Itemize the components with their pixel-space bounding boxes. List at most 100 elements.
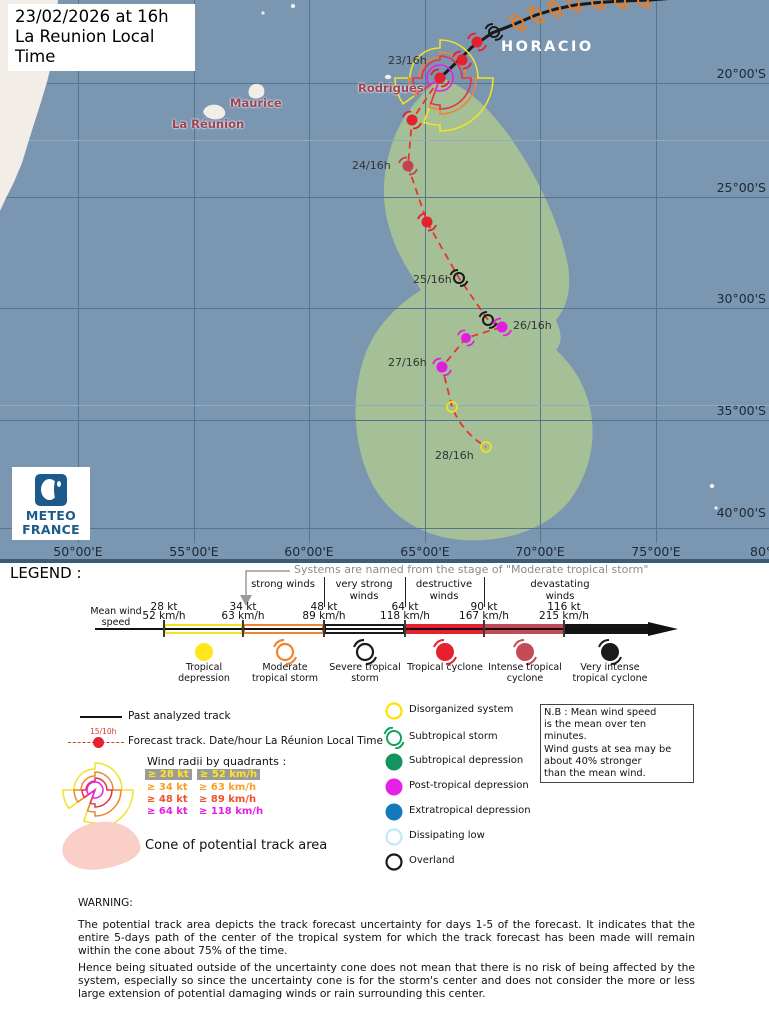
- threshold-kmh: 167 km/h: [459, 610, 509, 622]
- la-reunion-island: [203, 104, 226, 120]
- warning-paragraph: Hence being situated outside of the unce…: [78, 961, 695, 1000]
- scale-tick: [563, 620, 565, 637]
- wind-radii-kt: ≥ 48 kt: [147, 794, 188, 805]
- wind-category-label: very strong winds: [335, 579, 393, 602]
- map-bottom-border: [0, 559, 769, 563]
- dissipating-low-icon: [385, 828, 403, 846]
- lon-tick-label: 60°00'E: [284, 544, 334, 559]
- wind-category-label: devastating winds: [530, 579, 590, 602]
- lat-tick-label: 25°00'S: [716, 180, 766, 195]
- forecast-sample-date: 15/10h: [90, 727, 117, 736]
- lon-tick-label: 75°00'E: [631, 544, 681, 559]
- scale-tick: [483, 620, 485, 637]
- overland-icon: [385, 853, 403, 871]
- track-date-label: 28/16h: [435, 449, 474, 462]
- scale-tick: [242, 620, 244, 637]
- stage-label: Tropical cyclone: [407, 662, 483, 673]
- stage-label: Tropical depression: [178, 662, 230, 685]
- rodrigues-island: [384, 74, 392, 80]
- symbol-label: Subtropical depression: [409, 755, 524, 766]
- disorganized-system-icon: [385, 702, 403, 720]
- track-date-label: 23/16h: [388, 54, 427, 67]
- track-date-label: 27/16h: [388, 356, 427, 369]
- maurice-island: [248, 83, 265, 99]
- lat-tick-label: 35°00'S: [716, 403, 766, 418]
- tropical-cyclone-icon: [433, 639, 457, 665]
- nb-line: about 40% stronger: [544, 755, 642, 767]
- island-label-maurice: Maurice: [230, 96, 282, 110]
- threshold-kmh: 215 km/h: [539, 610, 589, 622]
- nb-line: N.B : Mean wind speed: [544, 707, 657, 718]
- subtropical-depression-icon: [385, 753, 403, 771]
- wind-radii-kmh: ≥ 89 km/h: [199, 794, 257, 805]
- threshold-kmh: 118 km/h: [380, 610, 430, 622]
- threshold-kt: 34 kt: [229, 601, 257, 613]
- scale-tick: [323, 620, 325, 637]
- uncertainty-cone: [355, 78, 593, 541]
- datetime-box: 23/02/2026 at 16h La Reunion Local Time: [8, 4, 195, 72]
- scale-axis-line: [95, 628, 655, 630]
- wind-radii-legend-icon: [62, 762, 134, 829]
- legend-title: LEGEND :: [10, 564, 82, 582]
- lon-tick-label: 80°00'E: [750, 544, 769, 559]
- wind-radii-kt: ≥ 28 kt: [145, 769, 192, 780]
- subtropical-storm-icon: [383, 727, 405, 749]
- lon-tick-label: 50°00'E: [53, 544, 103, 559]
- naming-note: Systems are named from the stage of "Mod…: [294, 563, 649, 576]
- forecast-track-line: [407, 77, 505, 448]
- track-date-label: 24/16h: [352, 159, 391, 172]
- category-separator: [484, 577, 485, 607]
- nb-line: is the mean over ten minutes.: [544, 719, 647, 743]
- storm-name: HORACIO: [501, 39, 594, 55]
- logo-text-line2: FRANCE: [22, 521, 80, 537]
- stage-label: Very intense tropical cyclone: [572, 662, 648, 685]
- meteo-france-logo: METEO FRANCE: [12, 467, 90, 540]
- nb-line: than the mean wind.: [544, 768, 646, 780]
- tropical-depression-icon: [195, 643, 213, 661]
- wind-category-label: destructive winds: [415, 579, 473, 602]
- symbol-label: Post-tropical depression: [409, 780, 529, 791]
- wind-radii-kt: ≥ 64 kt: [147, 806, 188, 817]
- island-label-rodrigues: Rodrigues: [358, 81, 424, 95]
- category-separator: [405, 577, 406, 607]
- wind-radii-title: Wind radii by quadrants :: [147, 755, 287, 768]
- forecast-map: 23/02/2026 at 16h La Reunion Local Time …: [0, 0, 769, 563]
- island-label-reunion: La Réunion: [172, 117, 245, 131]
- map-graphics: [0, 0, 769, 543]
- threshold-kt: 64 kt: [391, 601, 419, 613]
- stage-label: Severe tropical storm: [329, 662, 401, 685]
- lat-tick-label: 30°00'S: [716, 291, 766, 306]
- scale-tick: [163, 620, 165, 637]
- post-tropical-depression-icon: [385, 778, 403, 796]
- legend-panel: LEGEND : Systems are named from the stag…: [0, 563, 769, 1011]
- moderate-tropical-storm-icon: [272, 639, 298, 665]
- past-track-label: Past analyzed track: [128, 710, 231, 722]
- wind-category-label: strong winds: [251, 579, 315, 590]
- forecast-track-label: Forecast track. Date/hour La Réunion Loc…: [128, 735, 383, 747]
- symbol-label: Overland: [409, 855, 455, 866]
- cone-label: Cone of potential track area: [145, 838, 328, 853]
- stage-label: Intense tropical cyclone: [488, 662, 562, 685]
- wind-radii-kmh: ≥ 63 km/h: [199, 782, 257, 793]
- past-track-line: [438, 0, 669, 80]
- symbol-label: Dissipating low: [409, 830, 485, 841]
- nb-line: Wind gusts at sea may be: [544, 743, 672, 755]
- very-intense-tropical-cyclone-icon: [598, 639, 622, 665]
- lat-tick-label: 40°00'S: [716, 505, 766, 520]
- scale-tick: [404, 620, 406, 637]
- warning-title: WARNING:: [78, 897, 133, 909]
- wind-radii-kmh: ≥ 52 km/h: [197, 769, 261, 780]
- track-date-label: 26/16h: [513, 319, 552, 332]
- datetime-line1: 23/02/2026 at 16h: [15, 7, 169, 26]
- wind-radii-kt: ≥ 34 kt: [147, 782, 188, 793]
- logo-text-line1: METEO: [25, 508, 77, 523]
- intense-tropical-cyclone-icon: [513, 639, 537, 665]
- warning-paragraph: The potential track area depicts the tra…: [78, 918, 695, 957]
- mean-wind-label: Mean wind speed: [90, 606, 142, 629]
- symbol-label: Subtropical storm: [409, 731, 498, 742]
- past-track-sample: [80, 716, 122, 718]
- lon-tick-label: 65°00'E: [400, 544, 450, 559]
- stage-label: Moderate tropical storm: [251, 662, 319, 685]
- severe-tropical-storm-icon: [352, 639, 378, 665]
